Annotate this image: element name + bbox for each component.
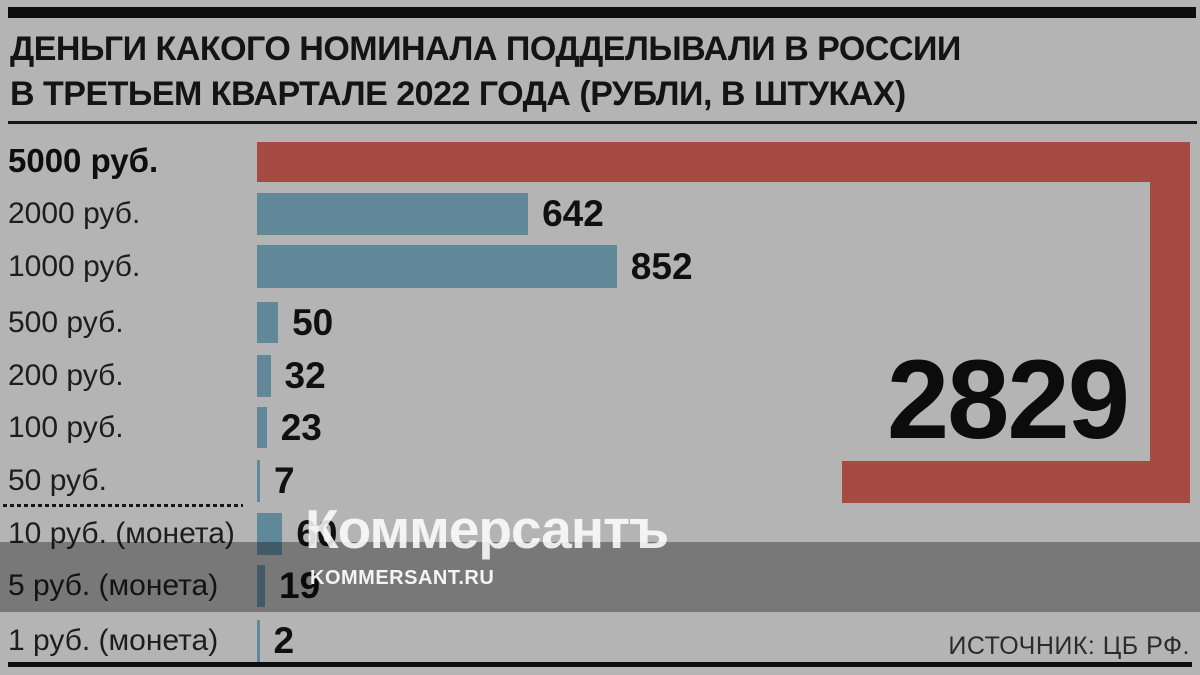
bar: [257, 193, 529, 235]
value-label: 50: [292, 302, 334, 343]
category-label: 500 руб.: [8, 306, 124, 339]
category-label: 5000 руб.: [8, 142, 159, 179]
title-line-2: В ТРЕТЬЕМ КВАРТАЛЕ 2022 ГОДА (РУБЛИ, В Ш…: [10, 75, 906, 113]
category-label: 10 руб. (монета): [8, 517, 235, 550]
bar: [257, 620, 260, 662]
category-label: 1000 руб.: [8, 250, 141, 283]
category-label: 5 руб. (монета): [8, 569, 219, 602]
red-bar-bottom-segment: [842, 461, 1190, 503]
banknote-coin-separator: [3, 504, 243, 507]
category-label: 100 руб.: [8, 411, 124, 444]
value-label: 23: [280, 407, 322, 448]
value-label: 2: [273, 620, 295, 661]
kommersant-logo: Коммерсантъ: [305, 498, 669, 560]
bar: [257, 513, 283, 555]
bar: [257, 407, 267, 448]
category-label: 200 руб.: [8, 359, 124, 392]
bar: [257, 355, 271, 397]
kommersant-site-label: KOMMERSANT.RU: [310, 567, 495, 589]
top-black-bar: [8, 7, 1196, 18]
category-label: 50 руб.: [8, 464, 107, 497]
page-title: ДЕНЬГИ КАКОГО НОМИНАЛА ПОДДЕЛЫВАЛИ В РОС…: [10, 27, 1190, 117]
source-label: ИСТОЧНИК: ЦБ РФ.: [948, 632, 1190, 660]
value-label: 60: [296, 513, 338, 554]
title-line-1: ДЕНЬГИ КАКОГО НОМИНАЛА ПОДДЕЛЫВАЛИ В РОС…: [10, 30, 961, 68]
bottom-black-line: [8, 662, 1192, 667]
highlight-value-label: 2829: [886, 337, 1130, 462]
title-divider: [8, 121, 1197, 124]
bar: [257, 460, 260, 502]
bar: [257, 565, 266, 607]
category-label: 1 руб. (монета): [8, 624, 219, 657]
red-bar-right-segment: [1150, 142, 1190, 503]
value-label: 7: [273, 460, 295, 501]
value-label: 852: [630, 246, 693, 287]
watermark-band: [0, 542, 1200, 612]
value-label: 19: [279, 565, 321, 606]
value-label: 642: [542, 193, 604, 234]
category-label: 2000 руб.: [8, 197, 141, 230]
value-label: 32: [284, 355, 326, 396]
bar: [257, 302, 279, 343]
bar: [257, 245, 617, 288]
red-bar-top-segment: [257, 142, 1190, 182]
